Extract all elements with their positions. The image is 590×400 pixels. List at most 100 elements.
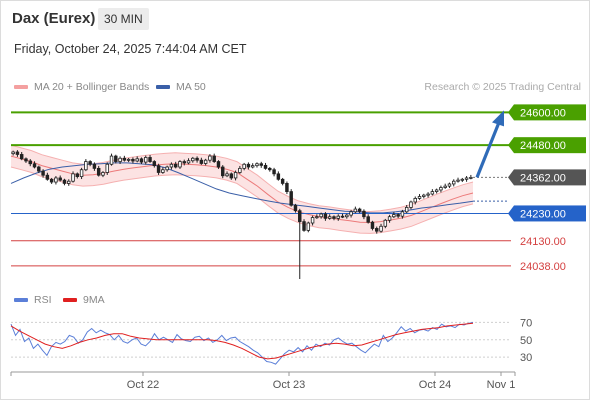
candle-body [345, 214, 349, 218]
candle-body [400, 211, 405, 217]
candle-body [443, 185, 447, 188]
candle-body [250, 165, 255, 168]
level-value: 24480.00 [520, 140, 566, 152]
candle-body [456, 179, 460, 182]
candle [11, 150, 15, 156]
candle [58, 175, 62, 182]
level-tag-support: 24038.00 [520, 261, 566, 273]
candle [109, 153, 114, 166]
candle-body [383, 219, 388, 227]
candle [105, 162, 109, 175]
candle [302, 219, 306, 232]
level-value: 24038.00 [520, 261, 566, 273]
candle-body [434, 189, 439, 192]
interval-button[interactable]: 30 MIN [98, 8, 149, 30]
candle-body [375, 228, 379, 232]
candle-body [272, 169, 276, 175]
candle [306, 221, 311, 233]
candle-body [379, 225, 383, 232]
ma20-swatch [14, 85, 28, 89]
candle-body [75, 173, 80, 177]
candle-body [191, 157, 195, 162]
candle-body [148, 157, 152, 162]
candle [19, 151, 24, 161]
level-tag-pointer [508, 205, 514, 222]
candle [32, 161, 37, 169]
candle-body [242, 163, 246, 169]
candle-body [229, 173, 234, 179]
candle [135, 156, 139, 163]
candle [152, 160, 157, 168]
candle-body [54, 177, 58, 183]
candle [54, 176, 58, 185]
legend-rsi: RSI [14, 294, 52, 306]
candle-body [96, 167, 101, 176]
candle-body [62, 179, 67, 184]
candle-body [387, 216, 392, 221]
candle-body [417, 196, 422, 199]
candle [178, 160, 182, 169]
candle [345, 213, 349, 219]
ma50-swatch [156, 85, 170, 89]
candle-body [315, 216, 319, 219]
candle [280, 177, 285, 186]
candle [96, 165, 101, 177]
candle-body [340, 215, 345, 218]
candle [409, 200, 413, 210]
candle [75, 172, 80, 179]
legend-ma50: MA 50 [156, 81, 206, 93]
candle [430, 189, 435, 196]
candle [15, 150, 20, 157]
rsi-tick-label: 50 [520, 335, 532, 347]
candle [208, 154, 212, 163]
candle [327, 214, 332, 220]
candle-body [452, 180, 456, 185]
candle-body [302, 221, 306, 231]
candle-body [362, 210, 366, 218]
ma50-line [10, 162, 474, 214]
copyright-notice: Research © 2025 Trading Central [424, 81, 581, 93]
candle-body [246, 163, 251, 168]
candle [186, 158, 191, 165]
x-tick-label: Oct 22 [127, 379, 159, 391]
candle [422, 193, 426, 199]
rsi-tick-label: 70 [520, 317, 532, 329]
candle-body [169, 163, 174, 168]
level-tag-last: 24362.00 [508, 169, 586, 186]
level-value: 24230.00 [520, 208, 566, 220]
candle-body [255, 163, 259, 167]
candle-body [332, 216, 336, 219]
candle [28, 159, 32, 167]
candle [387, 214, 392, 223]
candle-body [118, 157, 122, 162]
candle-body [67, 180, 71, 184]
candle [276, 171, 281, 181]
candle [203, 158, 208, 166]
rsi-swatch [14, 298, 28, 302]
candle [212, 153, 216, 163]
candle [268, 167, 272, 172]
candle [353, 206, 358, 214]
candle-body [413, 198, 417, 203]
candle [45, 172, 50, 181]
candle [259, 161, 263, 168]
candle [144, 155, 148, 165]
candle-body [144, 157, 148, 163]
candle [285, 181, 289, 195]
candle [456, 177, 460, 183]
candle [79, 167, 84, 180]
candle [255, 162, 259, 168]
candle-body [45, 174, 50, 180]
x-tick-label: Oct 23 [273, 379, 305, 391]
candle-body [464, 177, 469, 180]
candle [229, 172, 234, 180]
candle [84, 159, 88, 172]
candle [169, 162, 174, 170]
candle [191, 156, 195, 163]
candle [417, 194, 422, 200]
candle [379, 223, 383, 233]
candle-body [126, 158, 131, 161]
candle [225, 171, 229, 178]
level-tag-bg [514, 104, 586, 121]
